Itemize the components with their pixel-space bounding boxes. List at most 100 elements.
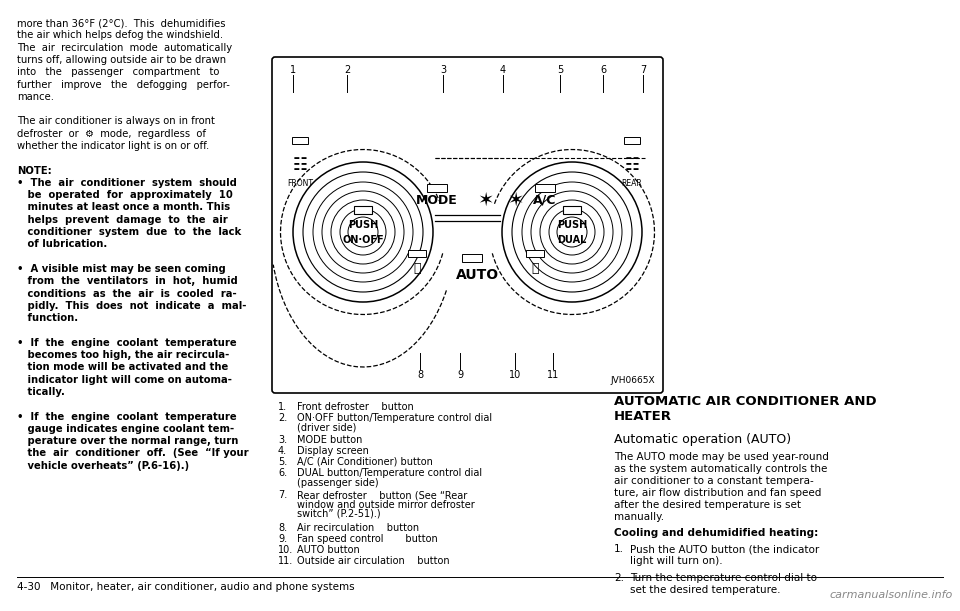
Text: 7.: 7. <box>278 490 287 500</box>
Text: (driver side): (driver side) <box>297 422 356 433</box>
Bar <box>563 206 581 214</box>
Text: Display screen: Display screen <box>297 446 369 456</box>
Text: function.: function. <box>17 313 78 323</box>
Text: •  If  the  engine  coolant  temperature: • If the engine coolant temperature <box>17 412 236 422</box>
Bar <box>292 137 308 144</box>
Text: 2: 2 <box>344 65 350 75</box>
Text: MODE: MODE <box>416 194 458 207</box>
Text: HEATER: HEATER <box>614 410 672 423</box>
Text: helps  prevent  damage  to  the  air: helps prevent damage to the air <box>17 215 228 225</box>
FancyBboxPatch shape <box>272 57 663 393</box>
Text: JVH0665X: JVH0665X <box>611 376 655 385</box>
Text: ✶: ✶ <box>507 191 523 210</box>
Text: •  A visible mist may be seen coming: • A visible mist may be seen coming <box>17 264 226 274</box>
Text: 1.: 1. <box>278 402 287 412</box>
Text: into   the   passenger   compartment   to: into the passenger compartment to <box>17 67 220 77</box>
Text: defroster  or  ⚙  mode,  regardless  of: defroster or ⚙ mode, regardless of <box>17 129 206 139</box>
Text: Fan speed control       button: Fan speed control button <box>297 534 438 544</box>
Text: window and outside mirror defroster: window and outside mirror defroster <box>297 500 475 510</box>
Text: light will turn on).: light will turn on). <box>630 556 723 566</box>
Text: perature over the normal range, turn: perature over the normal range, turn <box>17 436 238 446</box>
Bar <box>526 250 544 257</box>
Bar <box>624 137 640 144</box>
Text: air conditioner to a constant tempera-: air conditioner to a constant tempera- <box>614 476 814 486</box>
Text: after the desired temperature is set: after the desired temperature is set <box>614 500 801 510</box>
Text: DUAL button/Temperature control dial: DUAL button/Temperature control dial <box>297 468 482 478</box>
Text: 🚙: 🚙 <box>531 262 539 274</box>
Text: set the desired temperature.: set the desired temperature. <box>630 585 780 595</box>
Bar <box>535 184 555 192</box>
Text: from  the  ventilators  in  hot,  humid: from the ventilators in hot, humid <box>17 276 238 287</box>
Text: A/C (Air Conditioner) button: A/C (Air Conditioner) button <box>297 457 433 467</box>
Text: 7: 7 <box>640 65 646 75</box>
Text: switch” (P.2-51).): switch” (P.2-51).) <box>297 509 380 519</box>
Text: The air conditioner is always on in front: The air conditioner is always on in fron… <box>17 117 215 126</box>
Text: whether the indicator light is on or off.: whether the indicator light is on or off… <box>17 141 209 151</box>
Text: FRONT: FRONT <box>287 178 313 188</box>
Text: 10: 10 <box>509 370 521 380</box>
Text: 4: 4 <box>500 65 506 75</box>
Text: 11: 11 <box>547 370 559 380</box>
Bar <box>408 250 426 257</box>
Text: ture, air flow distribution and fan speed: ture, air flow distribution and fan spee… <box>614 488 822 498</box>
Text: 4-30   Monitor, heater, air conditioner, audio and phone systems: 4-30 Monitor, heater, air conditioner, a… <box>17 582 354 592</box>
Text: 3: 3 <box>440 65 446 75</box>
Text: 8: 8 <box>417 370 423 380</box>
Text: tion mode will be activated and the: tion mode will be activated and the <box>17 362 228 372</box>
Text: minutes at least once a month. This: minutes at least once a month. This <box>17 202 230 213</box>
Text: conditions  as  the  air  is  cooled  ra-: conditions as the air is cooled ra- <box>17 288 236 299</box>
Text: ☷: ☷ <box>625 156 639 174</box>
Text: as the system automatically controls the: as the system automatically controls the <box>614 464 828 474</box>
Text: PUSH: PUSH <box>348 220 378 230</box>
Text: Cooling and dehumidified heating:: Cooling and dehumidified heating: <box>614 528 818 538</box>
Text: 4.: 4. <box>278 446 287 456</box>
Bar <box>354 206 372 214</box>
Text: PUSH: PUSH <box>557 220 588 230</box>
Text: 🚙: 🚙 <box>413 262 420 274</box>
Text: 1.: 1. <box>614 544 624 554</box>
Text: AUTO: AUTO <box>455 268 498 282</box>
Text: (passenger side): (passenger side) <box>297 478 378 488</box>
Text: 6: 6 <box>600 65 606 75</box>
Text: •  If  the  engine  coolant  temperature: • If the engine coolant temperature <box>17 338 236 348</box>
Text: REAR: REAR <box>622 178 642 188</box>
Bar <box>427 184 447 192</box>
Text: pidly.  This  does  not  indicate  a  mal-: pidly. This does not indicate a mal- <box>17 301 247 311</box>
Text: Turn the temperature control dial to: Turn the temperature control dial to <box>630 573 817 583</box>
Text: turns off, allowing outside air to be drawn: turns off, allowing outside air to be dr… <box>17 55 227 65</box>
Text: MODE button: MODE button <box>297 435 362 445</box>
Text: be  operated  for  approximately  10: be operated for approximately 10 <box>17 190 232 200</box>
Text: ✶: ✶ <box>477 191 493 210</box>
Text: indicator light will come on automa-: indicator light will come on automa- <box>17 375 232 385</box>
Text: more than 36°F (2°C).  This  dehumidifies: more than 36°F (2°C). This dehumidifies <box>17 18 226 28</box>
Text: mance.: mance. <box>17 92 54 102</box>
Text: of lubrication.: of lubrication. <box>17 240 108 249</box>
Bar <box>462 254 482 262</box>
Text: ON·OFF: ON·OFF <box>342 235 384 245</box>
Text: 5.: 5. <box>278 457 287 467</box>
Text: The  air  recirculation  mode  automatically: The air recirculation mode automatically <box>17 43 232 53</box>
Text: AUTO button: AUTO button <box>297 545 360 555</box>
Text: the air which helps defog the windshield.: the air which helps defog the windshield… <box>17 31 223 40</box>
Text: becomes too high, the air recircula-: becomes too high, the air recircula- <box>17 350 229 360</box>
Text: A/C: A/C <box>534 194 557 207</box>
Text: Rear defroster    button (See “Rear: Rear defroster button (See “Rear <box>297 490 468 500</box>
Text: 9.: 9. <box>278 534 287 544</box>
Text: 5: 5 <box>557 65 564 75</box>
Text: vehicle overheats” (P.6-16).): vehicle overheats” (P.6-16).) <box>17 461 189 471</box>
Text: further   improve   the   defogging   perfor-: further improve the defogging perfor- <box>17 79 229 89</box>
Text: the  air  conditioner  off.  (See  “If your: the air conditioner off. (See “If your <box>17 448 249 458</box>
Text: Push the AUTO button (the indicator: Push the AUTO button (the indicator <box>630 544 819 554</box>
Text: ON·OFF button/Temperature control dial: ON·OFF button/Temperature control dial <box>297 413 492 423</box>
Text: AUTOMATIC AIR CONDITIONER AND: AUTOMATIC AIR CONDITIONER AND <box>614 395 876 408</box>
Text: NOTE:: NOTE: <box>17 166 52 175</box>
Text: 3.: 3. <box>278 435 287 445</box>
Text: Front defroster    button: Front defroster button <box>297 402 414 412</box>
Text: 2.: 2. <box>614 573 624 583</box>
Text: 1: 1 <box>290 65 296 75</box>
Text: The AUTO mode may be used year-round: The AUTO mode may be used year-round <box>614 452 828 462</box>
Text: Automatic operation (AUTO): Automatic operation (AUTO) <box>614 433 791 446</box>
Text: 10.: 10. <box>278 545 293 555</box>
Text: 11.: 11. <box>278 556 293 566</box>
Text: manually.: manually. <box>614 512 664 522</box>
